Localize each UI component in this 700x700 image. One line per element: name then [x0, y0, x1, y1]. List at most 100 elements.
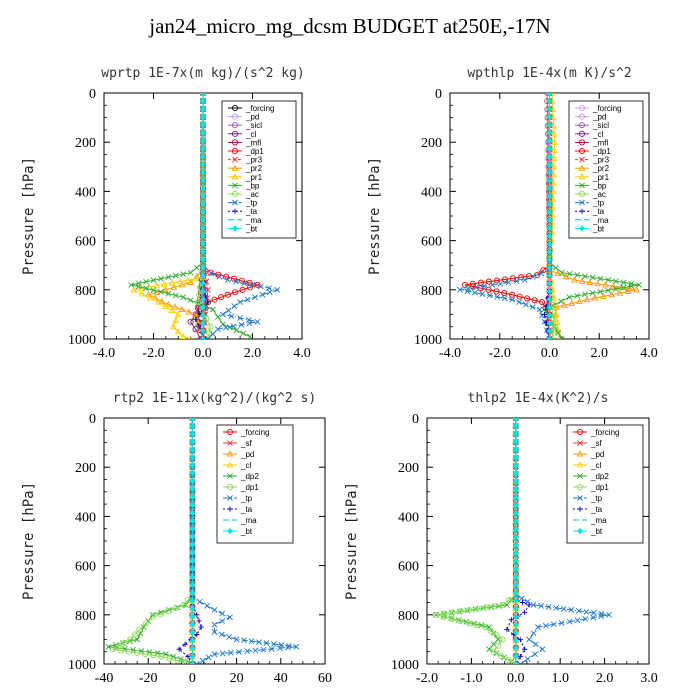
- legend-marker: [227, 473, 233, 479]
- data-point: [497, 652, 505, 659]
- data-point: [546, 193, 553, 200]
- data-point: [516, 293, 523, 300]
- data-point: [211, 629, 218, 635]
- data-point: [591, 294, 599, 301]
- data-point: [512, 486, 519, 493]
- data-point: [172, 317, 180, 324]
- data-point: [546, 93, 553, 96]
- x-tick-label: 20: [230, 671, 244, 686]
- legend-label: _pd: [592, 113, 606, 122]
- series-group: [457, 93, 642, 339]
- x-tick-label: 1.0: [551, 671, 569, 686]
- data-point: [553, 604, 560, 611]
- data-point: [546, 153, 553, 160]
- y-tick-label: 200: [421, 136, 442, 151]
- legend-label: _dp2: [590, 472, 609, 481]
- data-point: [180, 294, 187, 301]
- data-point: [512, 446, 519, 453]
- data-point: [199, 335, 207, 339]
- data-point: [512, 518, 519, 525]
- legend-marker: [227, 506, 233, 512]
- data-point: [189, 597, 196, 604]
- data-point: [481, 283, 488, 290]
- panel-3: rtp2 1E-11x(kg^2)/(kg^2 s) Pressure [hPa]…: [21, 391, 332, 686]
- data-point: [559, 336, 565, 339]
- data-point: [222, 324, 229, 331]
- data-point: [512, 660, 519, 664]
- data-point: [127, 636, 134, 643]
- y-tick-label: 800: [398, 609, 419, 624]
- data-point: [512, 478, 519, 485]
- data-point: [202, 293, 209, 299]
- y-axis-label: Pressure [hPa]: [21, 157, 37, 275]
- data-point: [266, 289, 273, 296]
- x-tick-label: -2.0: [489, 346, 511, 361]
- data-point: [529, 304, 536, 310]
- data-point: [131, 631, 138, 638]
- legend-label: _bt: [590, 527, 603, 536]
- data-point: [546, 296, 553, 303]
- data-point: [189, 645, 196, 652]
- data-point: [278, 642, 285, 648]
- legend-marker: [231, 122, 239, 129]
- data-point: [174, 328, 182, 335]
- data-point: [501, 295, 508, 302]
- data-point: [546, 335, 553, 339]
- data-point: [550, 179, 557, 186]
- data-point: [466, 606, 473, 613]
- data-point: [558, 620, 565, 626]
- data-point: [477, 285, 484, 292]
- data-point: [189, 462, 196, 469]
- y-tick-label: 0: [435, 87, 442, 102]
- legend-marker: [226, 450, 234, 457]
- data-point: [512, 418, 519, 422]
- data-point: [192, 310, 199, 317]
- legend-label: _ta: [245, 207, 258, 216]
- data-point: [512, 462, 519, 469]
- data-point: [540, 267, 547, 274]
- x-tick-label: 0.0: [507, 671, 525, 686]
- data-point: [550, 155, 558, 162]
- data-point: [493, 632, 500, 639]
- data-point: [178, 281, 186, 288]
- data-point: [189, 629, 196, 636]
- data-point: [150, 652, 157, 659]
- data-point: [555, 329, 562, 336]
- legend-label: _bt: [240, 527, 253, 536]
- data-point: [546, 129, 553, 136]
- data-point: [149, 614, 156, 621]
- legend-label: _sicl: [592, 121, 609, 130]
- data-point: [260, 646, 267, 653]
- data-point: [196, 323, 202, 329]
- data-point: [205, 299, 211, 305]
- data-point: [499, 601, 506, 609]
- data-point: [482, 604, 489, 611]
- data-point: [189, 581, 196, 588]
- data-point: [589, 290, 596, 296]
- data-point: [199, 272, 207, 279]
- data-point: [550, 163, 558, 170]
- data-point: [199, 185, 207, 192]
- y-tick-label: 800: [75, 609, 96, 624]
- x-tick-label: -20: [139, 671, 158, 686]
- data-point: [516, 299, 522, 306]
- data-point: [550, 621, 557, 628]
- data-point: [546, 328, 553, 335]
- data-point: [263, 640, 270, 647]
- data-point: [179, 333, 187, 339]
- data-point: [143, 285, 149, 292]
- data-point: [546, 248, 553, 255]
- data-point: [238, 277, 245, 284]
- data-point: [546, 280, 553, 287]
- data-point: [244, 648, 251, 655]
- legend-label: _dp1: [240, 483, 259, 492]
- panel-title: thlp2 1E-4x(K^2)/s: [468, 391, 609, 406]
- data-point: [185, 654, 191, 660]
- data-point: [554, 269, 562, 276]
- data-point: [590, 614, 597, 621]
- data-point: [199, 153, 207, 160]
- data-point: [233, 636, 240, 643]
- legend-label: _pr1: [245, 173, 263, 182]
- legend-marker: [578, 122, 586, 129]
- data-point: [199, 312, 207, 319]
